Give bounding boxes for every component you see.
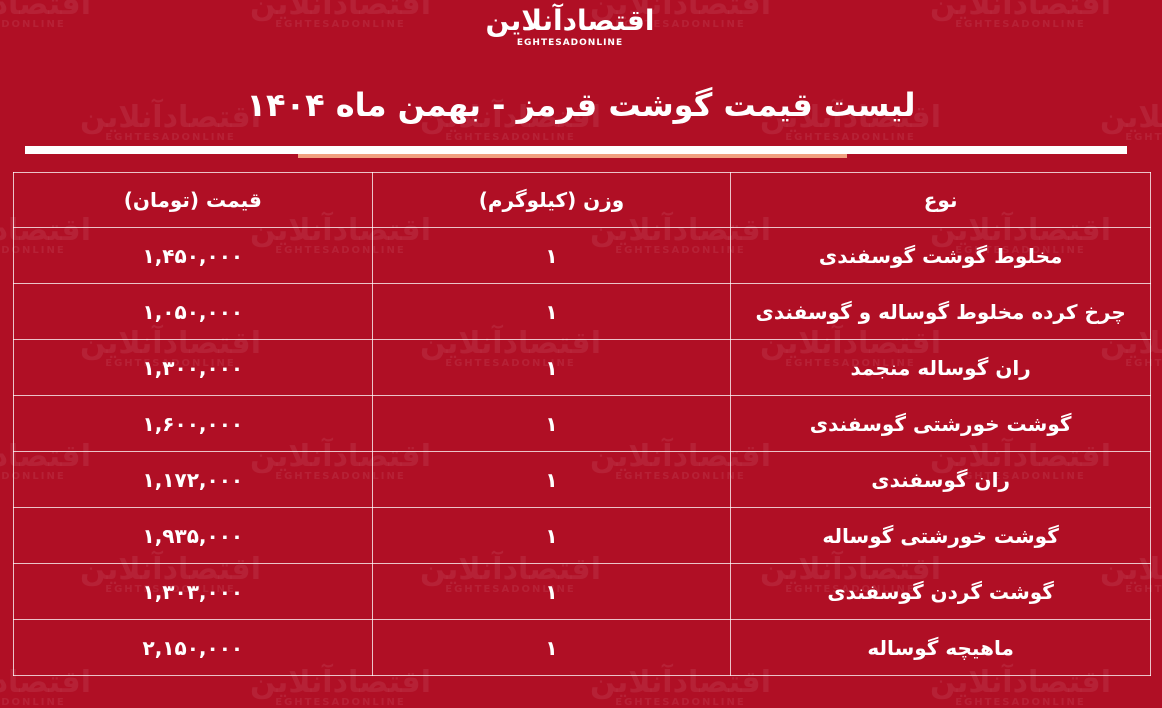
header-weight: وزن (کیلوگرم) bbox=[371, 172, 732, 228]
cell-type: ران گوساله منجمد bbox=[730, 339, 1151, 396]
table-row: ماهیچه گوساله ۱ ۲,۱۵۰,۰۰۰ bbox=[13, 619, 1151, 676]
cell-weight: ۱ bbox=[371, 507, 732, 564]
cell-type: مخلوط گوشت گوسفندی bbox=[730, 227, 1151, 284]
table-row: گوشت خورشتی گوساله ۱ ۱,۹۳۵,۰۰۰ bbox=[13, 507, 1151, 564]
cell-type: ماهیچه گوساله bbox=[730, 619, 1151, 676]
cell-weight: ۱ bbox=[371, 227, 732, 284]
logo-latin: EGHTESADONLINE bbox=[516, 38, 624, 48]
cell-weight: ۱ bbox=[371, 395, 732, 452]
cell-weight: ۱ bbox=[371, 563, 732, 620]
cell-weight: ۱ bbox=[371, 339, 732, 396]
table-row: مخلوط گوشت گوسفندی ۱ ۱,۴۵۰,۰۰۰ bbox=[13, 227, 1151, 284]
cell-price: ۱,۳۰۳,۰۰۰ bbox=[13, 563, 373, 620]
cell-weight: ۱ bbox=[371, 283, 732, 340]
cell-price: ۱,۴۵۰,۰۰۰ bbox=[13, 227, 373, 284]
cell-price: ۱,۹۳۵,۰۰۰ bbox=[13, 507, 373, 564]
title-divider bbox=[25, 146, 1127, 154]
cell-type: چرخ کرده مخلوط گوساله و گوسفندی bbox=[730, 283, 1151, 340]
page-title: لیست قیمت گوشت قرمز - بهمن ماه ۱۴۰۴ bbox=[246, 86, 916, 124]
table-row: گوشت خورشتی گوسفندی ۱ ۱,۶۰۰,۰۰۰ bbox=[13, 395, 1151, 452]
cell-price: ۱,۳۰۰,۰۰۰ bbox=[13, 339, 373, 396]
title-accent-divider bbox=[298, 154, 847, 158]
cell-type: گوشت خورشتی گوساله bbox=[730, 507, 1151, 564]
cell-price: ۲,۱۵۰,۰۰۰ bbox=[13, 619, 373, 676]
cell-type: گوشت گردن گوسفندی bbox=[730, 563, 1151, 620]
cell-price: ۱,۱۷۲,۰۰۰ bbox=[13, 451, 373, 508]
cell-type: ران گوسفندی bbox=[730, 451, 1151, 508]
table-row: ران گوساله منجمد ۱ ۱,۳۰۰,۰۰۰ bbox=[13, 339, 1151, 396]
cell-type: گوشت خورشتی گوسفندی bbox=[730, 395, 1151, 452]
header-type: نوع bbox=[730, 172, 1151, 228]
table-row: گوشت گردن گوسفندی ۱ ۱,۳۰۳,۰۰۰ bbox=[13, 563, 1151, 620]
cell-weight: ۱ bbox=[371, 619, 732, 676]
table-row: ران گوسفندی ۱ ۱,۱۷۲,۰۰۰ bbox=[13, 451, 1151, 508]
table-row: چرخ کرده مخلوط گوساله و گوسفندی ۱ ۱,۰۵۰,۰۰… bbox=[13, 283, 1151, 340]
table-header-row: نوع وزن (کیلوگرم) قیمت (تومان) bbox=[13, 172, 1151, 228]
cell-weight: ۱ bbox=[371, 451, 732, 508]
cell-price: ۱,۰۵۰,۰۰۰ bbox=[13, 283, 373, 340]
logo-persian: اقتصادآنلاین bbox=[485, 4, 655, 37]
cell-price: ۱,۶۰۰,۰۰۰ bbox=[13, 395, 373, 452]
header-price: قیمت (تومان) bbox=[13, 172, 373, 228]
price-table: نوع وزن (کیلوگرم) قیمت (تومان) مخلوط گوش… bbox=[13, 172, 1151, 676]
brand-logo: اقتصادآنلاین EGHTESADONLINE bbox=[480, 4, 660, 48]
